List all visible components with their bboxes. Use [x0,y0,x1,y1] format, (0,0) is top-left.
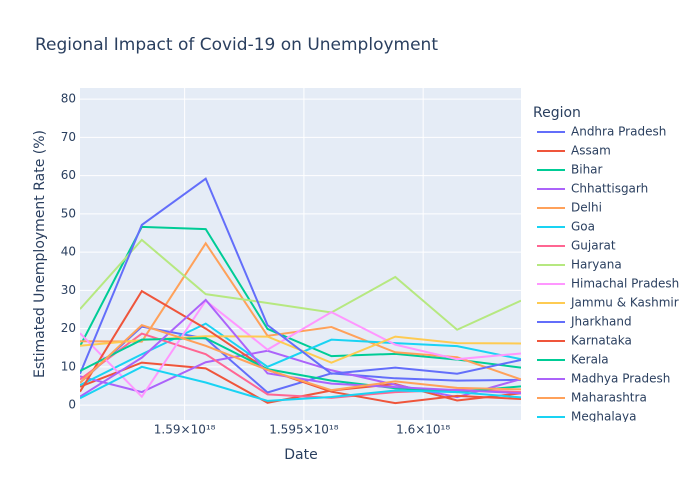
series-line [80,365,521,402]
legend-title: Region [533,105,581,121]
legend-label: Jharkhand [570,315,632,329]
legend-label: Delhi [571,201,602,215]
legend-label: Karnataka [571,334,632,348]
y-tick-label: 80 [61,92,76,106]
x-axis-title: Date [284,447,317,463]
legend-label: Kerala [571,353,609,367]
y-axis-title: Estimated Unemployment Rate (%) [32,130,48,378]
legend-label: Chhattisgarh [571,182,648,196]
legend-label: Goa [571,220,595,234]
series-line [80,299,521,399]
series-line [80,298,521,398]
series-line [80,177,521,375]
legend-label: Gujarat [571,239,616,253]
y-tick-label: 20 [61,321,76,335]
legend-label: Andhra Pradesh [571,125,666,139]
y-tick-label: 10 [61,359,76,373]
legend-label: Madhya Pradesh [571,372,670,386]
y-tick-label: 70 [61,130,76,144]
legend-label: Meghalaya [571,410,636,424]
legend-label: Assam [571,144,611,158]
y-tick-label: 40 [61,245,76,259]
chart-title: Regional Impact of Covid-19 on Unemploym… [35,35,438,55]
legend-label: Himachal Pradesh [571,277,679,291]
y-tick-label: 50 [61,206,76,220]
y-tick-label: 0 [68,398,76,412]
legend-label: Jammu & Kashmir [570,296,679,310]
legend-label: Bihar [571,163,603,177]
x-tick-label: 1.595×10¹⁸ [269,423,338,437]
x-tick-label: 1.6×10¹⁸ [396,423,450,437]
series-line [80,238,521,331]
y-tick-label: 30 [61,283,76,297]
series-line [80,349,521,399]
legend-label: Haryana [571,258,622,272]
legend-label: Maharashtra [571,391,647,405]
series-line [80,324,521,392]
series-line [80,225,521,369]
x-tick-label: 1.59×10¹⁸ [154,423,216,437]
y-tick-label: 60 [61,168,76,182]
